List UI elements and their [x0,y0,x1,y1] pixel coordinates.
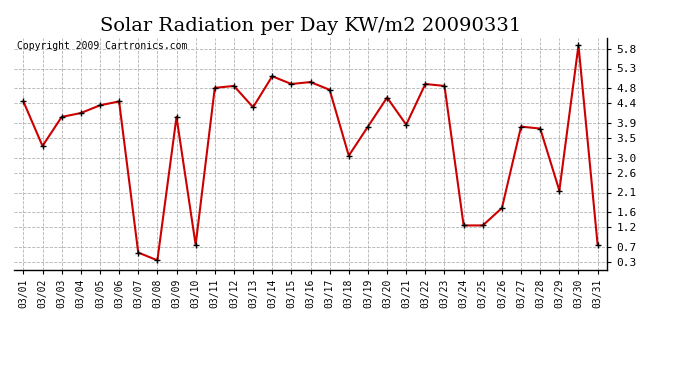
Text: Copyright 2009 Cartronics.com: Copyright 2009 Cartronics.com [17,41,187,51]
Title: Solar Radiation per Day KW/m2 20090331: Solar Radiation per Day KW/m2 20090331 [100,16,521,34]
